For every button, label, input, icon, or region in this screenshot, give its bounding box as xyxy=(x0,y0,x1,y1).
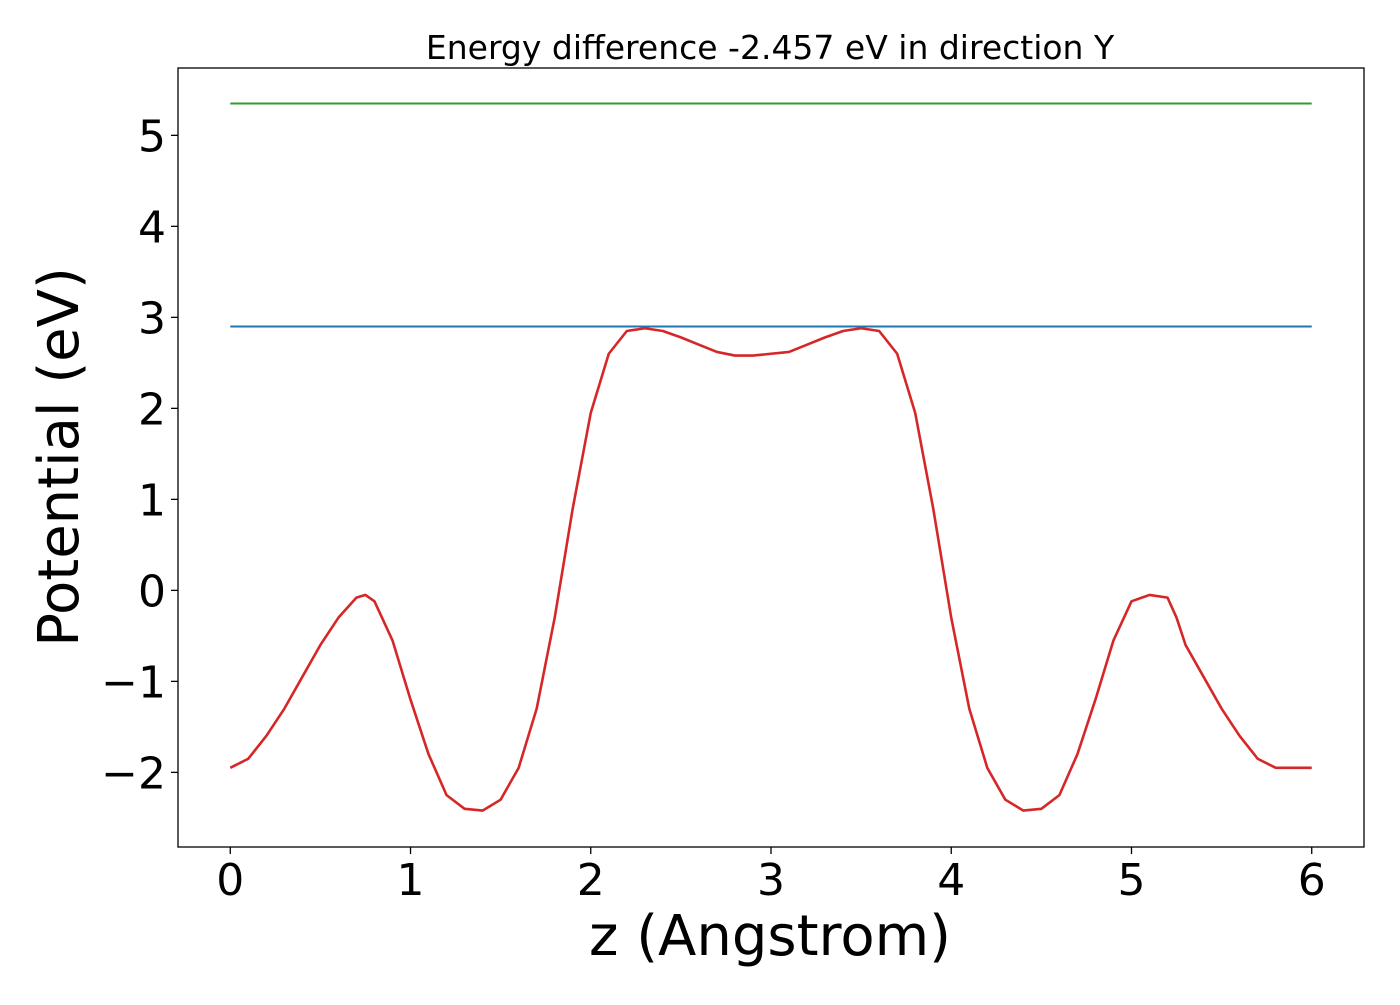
chart-title: Energy difference -2.457 eV in direction… xyxy=(426,28,1115,67)
y-tick-label: 4 xyxy=(138,202,166,253)
x-axis-ticks: 0 1 2 3 4 5 6 xyxy=(216,847,1326,906)
y-tick-label: 0 xyxy=(138,566,166,617)
x-tick-label: 4 xyxy=(937,855,965,906)
x-tick-label: 0 xyxy=(216,855,244,906)
x-axis-label: z (Angstrom) xyxy=(589,904,951,969)
series-layer xyxy=(229,102,1312,812)
x-tick-label: 5 xyxy=(1117,855,1145,906)
x-tick-label: 6 xyxy=(1298,855,1326,906)
y-tick-label: −2 xyxy=(101,748,166,799)
y-tick-label: 3 xyxy=(138,293,166,344)
x-tick-label: 1 xyxy=(397,855,425,906)
series-line-3 xyxy=(229,326,1312,812)
x-tick-label: 2 xyxy=(577,855,605,906)
y-tick-label: 2 xyxy=(138,384,166,435)
y-tick-label: −1 xyxy=(101,657,166,708)
y-tick-label: 5 xyxy=(138,111,166,162)
y-tick-label: 1 xyxy=(138,475,166,526)
plot-area-frame xyxy=(177,67,1365,848)
y-axis-ticks: −2 −1 0 1 2 3 4 5 xyxy=(101,111,178,799)
y-axis-label: Potential (eV) xyxy=(27,267,92,647)
x-tick-label: 3 xyxy=(757,855,785,906)
